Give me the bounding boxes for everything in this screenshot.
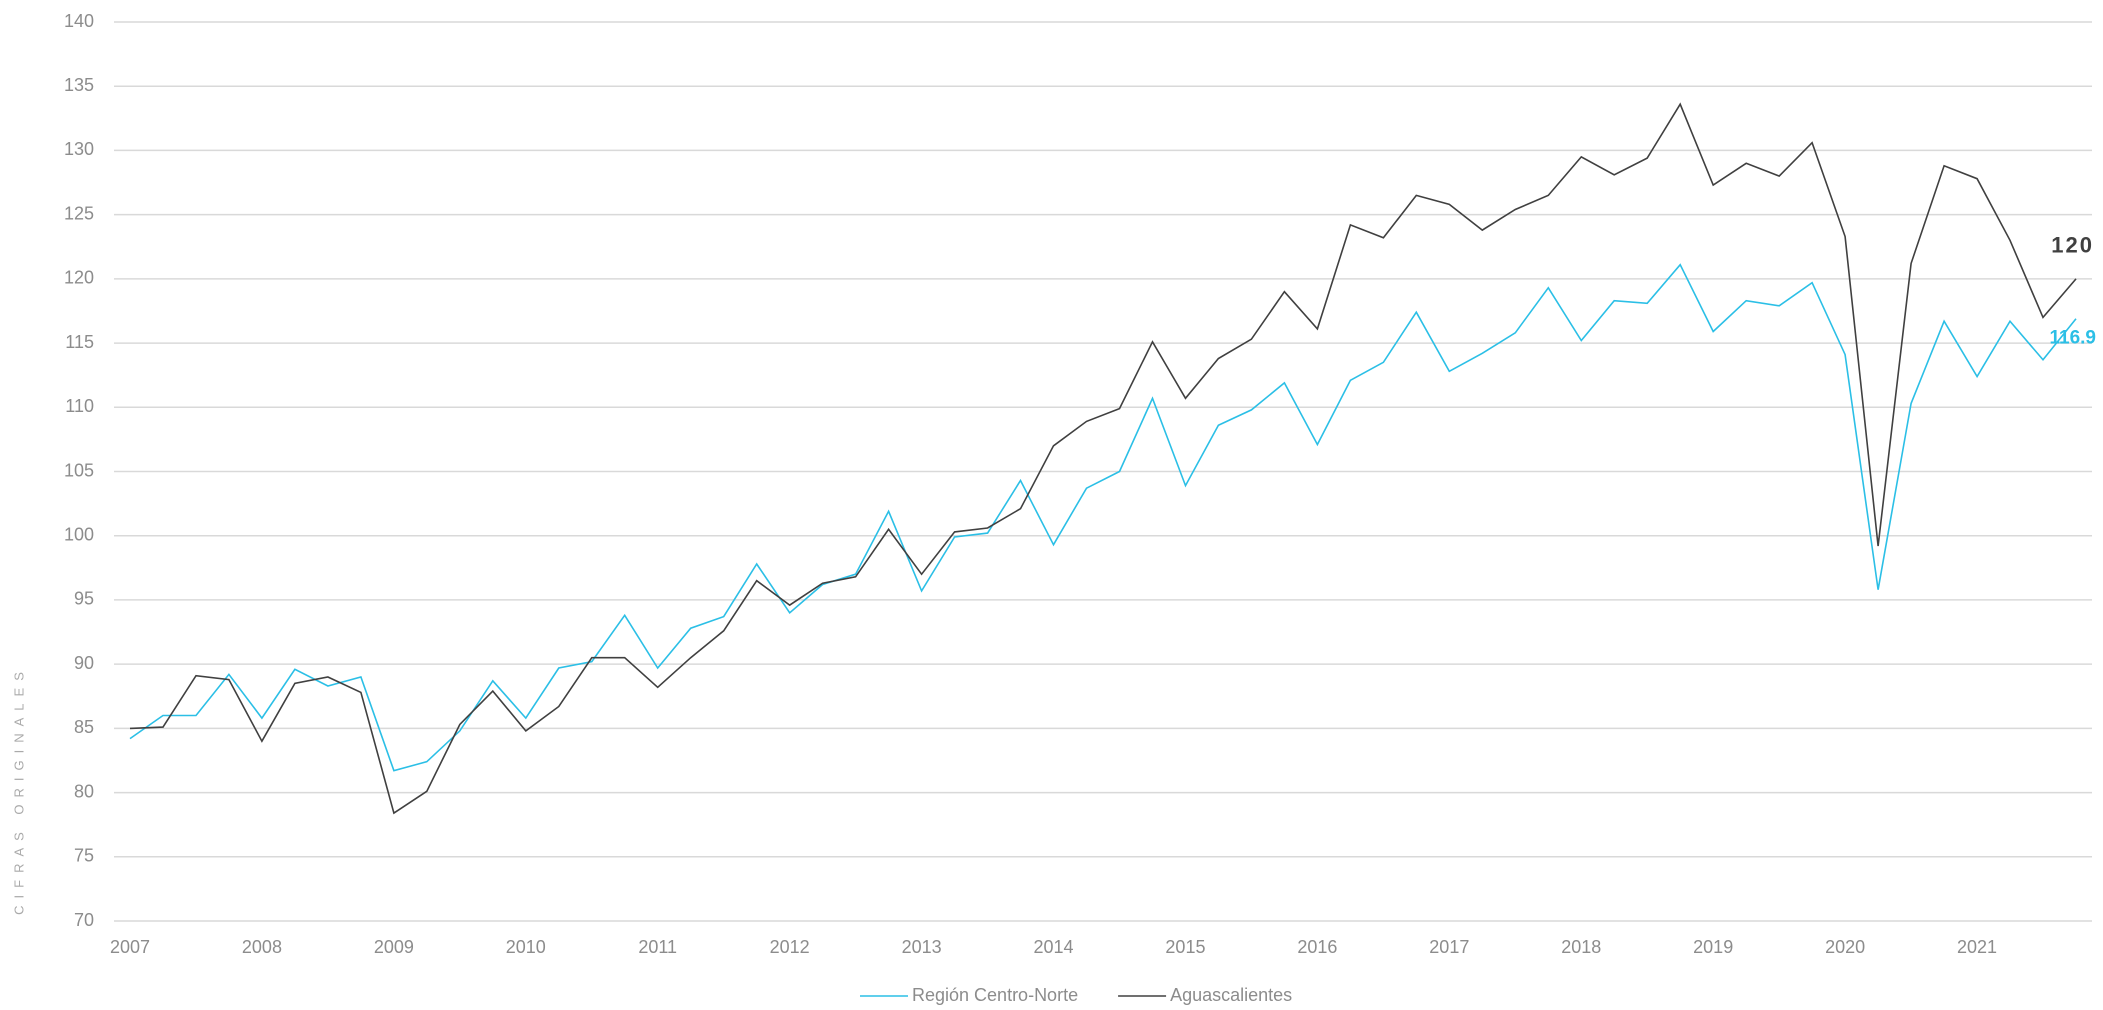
y-tick-label: 140	[64, 11, 94, 31]
y-tick-label: 90	[74, 653, 94, 673]
x-tick-label: 2021	[1957, 937, 1997, 957]
data-label: 120	[2051, 233, 2094, 258]
y-tick-label: 80	[74, 781, 94, 801]
y-tick-label: 85	[74, 717, 94, 737]
x-tick-label: 2015	[1165, 937, 1205, 957]
y-tick-label: 110	[65, 396, 94, 416]
x-tick-label: 2014	[1034, 937, 1074, 957]
series-line	[129, 102, 2077, 815]
y-tick-label: 120	[64, 268, 94, 288]
x-tick-label: 2018	[1561, 937, 1601, 957]
y-tick-label: 95	[74, 589, 94, 609]
y-tick-label: 135	[64, 75, 94, 95]
x-tick-label: 2011	[638, 937, 677, 957]
y-tick-label: 70	[74, 910, 94, 930]
y-tick-label: 130	[64, 139, 94, 159]
y-tick-label: 100	[64, 524, 94, 544]
x-tick-label: 2012	[770, 937, 810, 957]
series-line	[129, 263, 2077, 772]
x-tick-label: 2013	[902, 937, 942, 957]
y-tick-label: 125	[64, 203, 94, 223]
x-tick-label: 2017	[1429, 937, 1469, 957]
x-tick-label: 2009	[374, 937, 414, 957]
x-tick-label: 2010	[506, 937, 546, 957]
y-axis-label: CIFRAS ORIGINALES	[11, 665, 26, 915]
x-tick-label: 2008	[242, 937, 282, 957]
x-tick-label: 2020	[1825, 937, 1865, 957]
y-tick-label: 115	[65, 332, 94, 352]
y-tick-label: 75	[74, 846, 94, 866]
x-tick-label: 2007	[110, 937, 150, 957]
y-tick-label: 105	[64, 460, 94, 480]
legend-label: Región Centro-Norte	[912, 985, 1078, 1005]
legend-label: Aguascalientes	[1170, 985, 1292, 1005]
x-tick-label: 2016	[1297, 937, 1337, 957]
x-tick-label: 2019	[1693, 937, 1733, 957]
data-label: 116.9	[2050, 328, 2097, 349]
